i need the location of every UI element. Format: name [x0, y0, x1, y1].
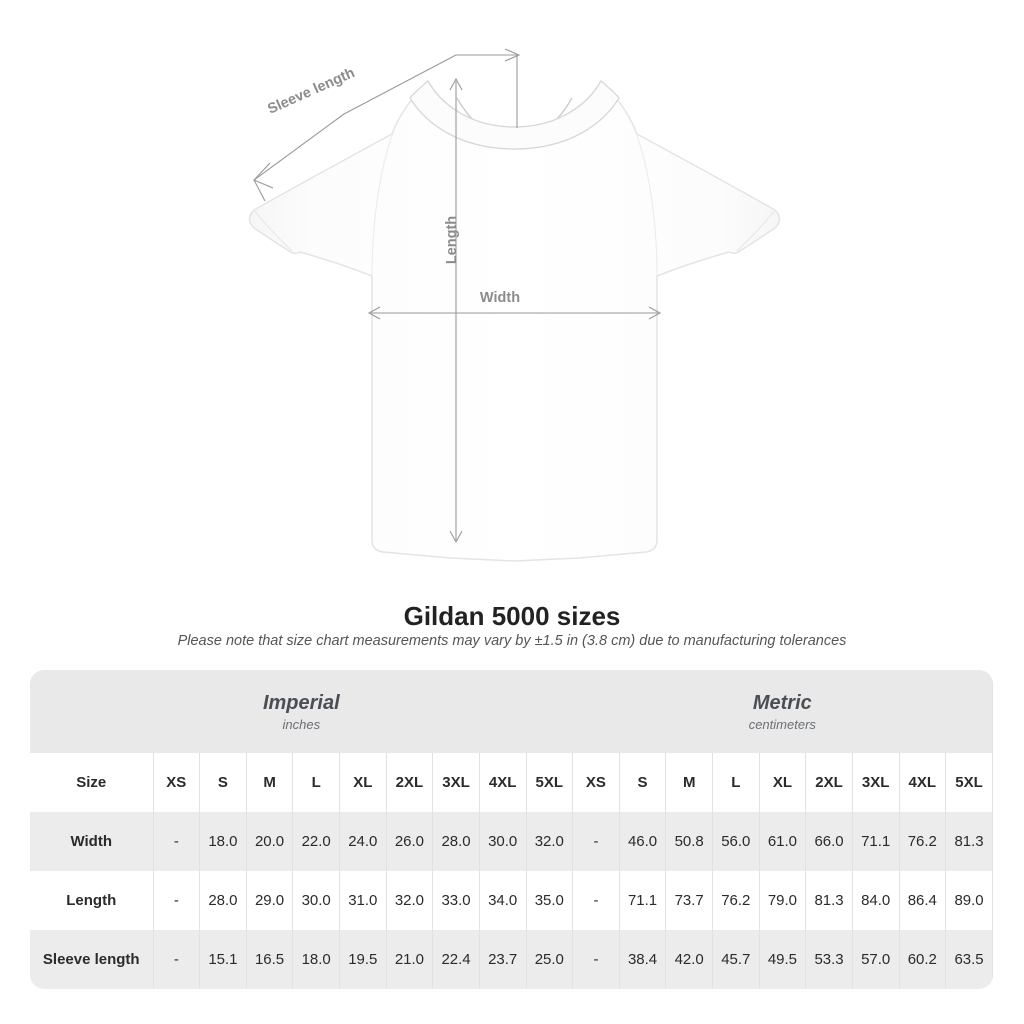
svg-text:Sleeve length: Sleeve length [265, 65, 357, 118]
svg-text:Length: Length [444, 216, 460, 264]
svg-text:Width: Width [480, 290, 520, 306]
